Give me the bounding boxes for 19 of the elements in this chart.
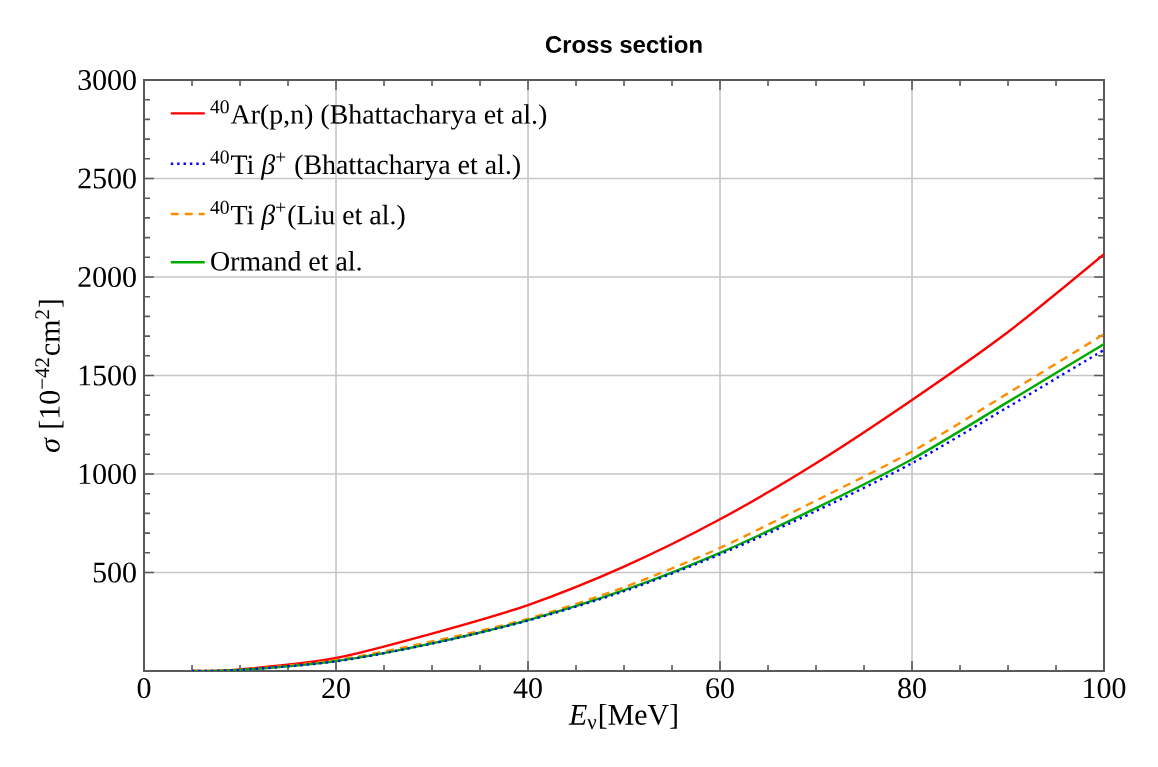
legend-label: $^{40}$Ar(p,n) (Bhattacharya et al.) [210, 100, 547, 130]
y-tick-label: 500 [93, 562, 136, 583]
x-tick-label: 60 [706, 678, 734, 699]
y-tick-label: 1000 [79, 463, 136, 485]
x-axis-title: E$_{ν}$[MeV] [568, 703, 677, 730]
x-tick-label: 0 [137, 678, 151, 699]
chart-title: Cross section [545, 35, 702, 54]
y-axis-title: σ [10$^{−42}$cm$^{2}$] [35, 300, 64, 452]
y-tick-label: 2000 [78, 266, 136, 288]
legend-label: $^{40}$Ti β$^{+}$(Liu et al.) [210, 200, 405, 231]
legend-label: Ormand et al. [211, 251, 361, 271]
y-tick-label: 2500 [78, 168, 136, 189]
x-tick-label: 40 [513, 678, 542, 699]
x-tick-label: 80 [898, 678, 926, 699]
legend-label: $^{40}$Ti β$^{+}$ (Bhattacharya et al.) [210, 150, 520, 180]
x-tick-label: 100 [1084, 678, 1126, 699]
y-tick-label: 3000 [78, 69, 136, 91]
y-tick-label: 1500 [79, 365, 136, 386]
x-tick-label: 20 [322, 678, 350, 699]
